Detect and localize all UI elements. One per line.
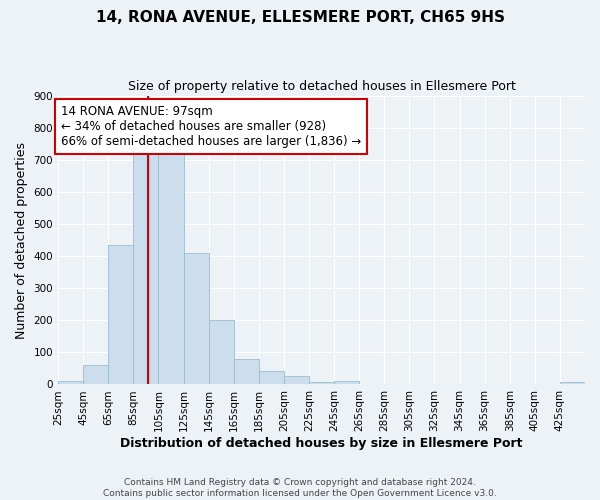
Text: 14 RONA AVENUE: 97sqm
← 34% of detached houses are smaller (928)
66% of semi-det: 14 RONA AVENUE: 97sqm ← 34% of detached … [61, 105, 361, 148]
Bar [284, 376, 309, 384]
Bar [83, 365, 108, 384]
Text: Contains HM Land Registry data © Crown copyright and database right 2024.
Contai: Contains HM Land Registry data © Crown c… [103, 478, 497, 498]
Bar [209, 320, 233, 384]
Bar [158, 144, 184, 384]
Bar [259, 371, 284, 384]
Bar [184, 253, 209, 384]
Bar [133, 144, 158, 384]
Y-axis label: Number of detached properties: Number of detached properties [15, 142, 28, 338]
Bar [560, 382, 585, 384]
Bar [233, 360, 259, 384]
Title: Size of property relative to detached houses in Ellesmere Port: Size of property relative to detached ho… [128, 80, 515, 93]
Bar [334, 381, 359, 384]
Bar [108, 245, 133, 384]
Bar [309, 382, 334, 384]
Text: 14, RONA AVENUE, ELLESMERE PORT, CH65 9HS: 14, RONA AVENUE, ELLESMERE PORT, CH65 9H… [95, 10, 505, 25]
X-axis label: Distribution of detached houses by size in Ellesmere Port: Distribution of detached houses by size … [120, 437, 523, 450]
Bar [58, 381, 83, 384]
